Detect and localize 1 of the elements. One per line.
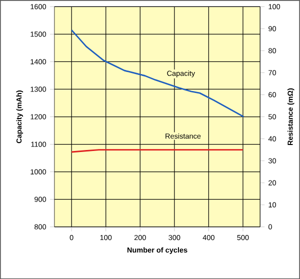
line-series bbox=[70, 29, 244, 118]
